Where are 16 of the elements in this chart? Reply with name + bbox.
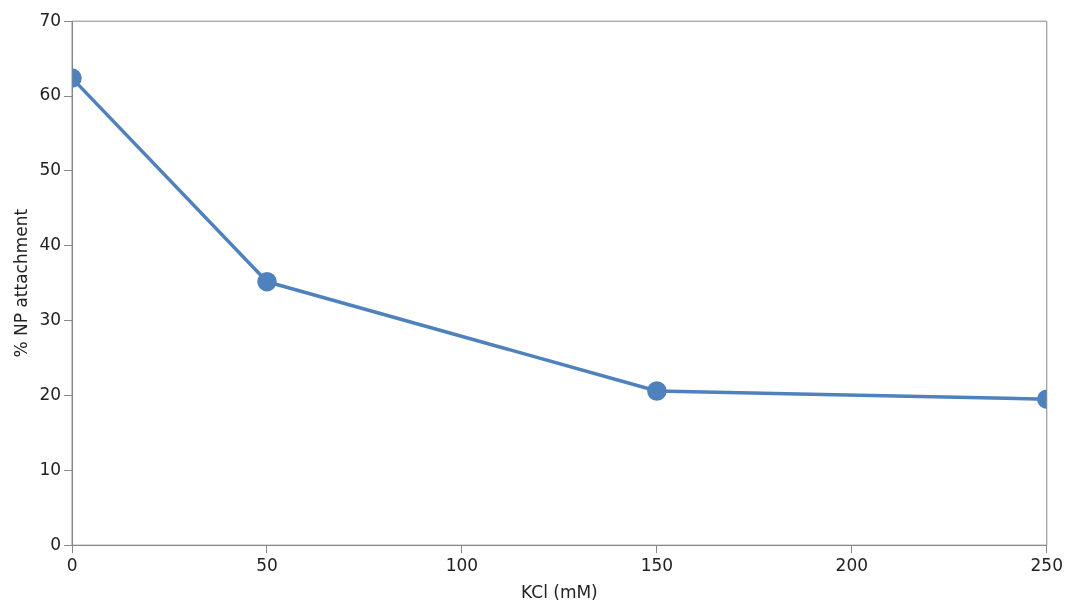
y-tick-label: 0: [50, 533, 62, 554]
x-tick-label: 0: [66, 554, 78, 575]
y-tick-label: 30: [39, 309, 62, 330]
x-tick-label: 100: [445, 554, 479, 575]
y-tick-label: 60: [39, 84, 62, 105]
x-axis-title: KCl (mM): [521, 582, 598, 603]
x-tick-label: 50: [256, 554, 278, 575]
x-tick-label: 150: [640, 554, 674, 575]
x-tick-label: 200: [835, 554, 869, 575]
x-tick-label: 250: [1030, 554, 1063, 575]
y-tick-label: 10: [39, 458, 62, 479]
y-tick-label: 20: [39, 383, 62, 404]
y-axis-title: % NP attachment: [10, 208, 31, 358]
y-tick-label: 50: [39, 159, 62, 180]
y-tick-label: 70: [39, 9, 62, 30]
y-tick-label: 40: [39, 234, 62, 255]
